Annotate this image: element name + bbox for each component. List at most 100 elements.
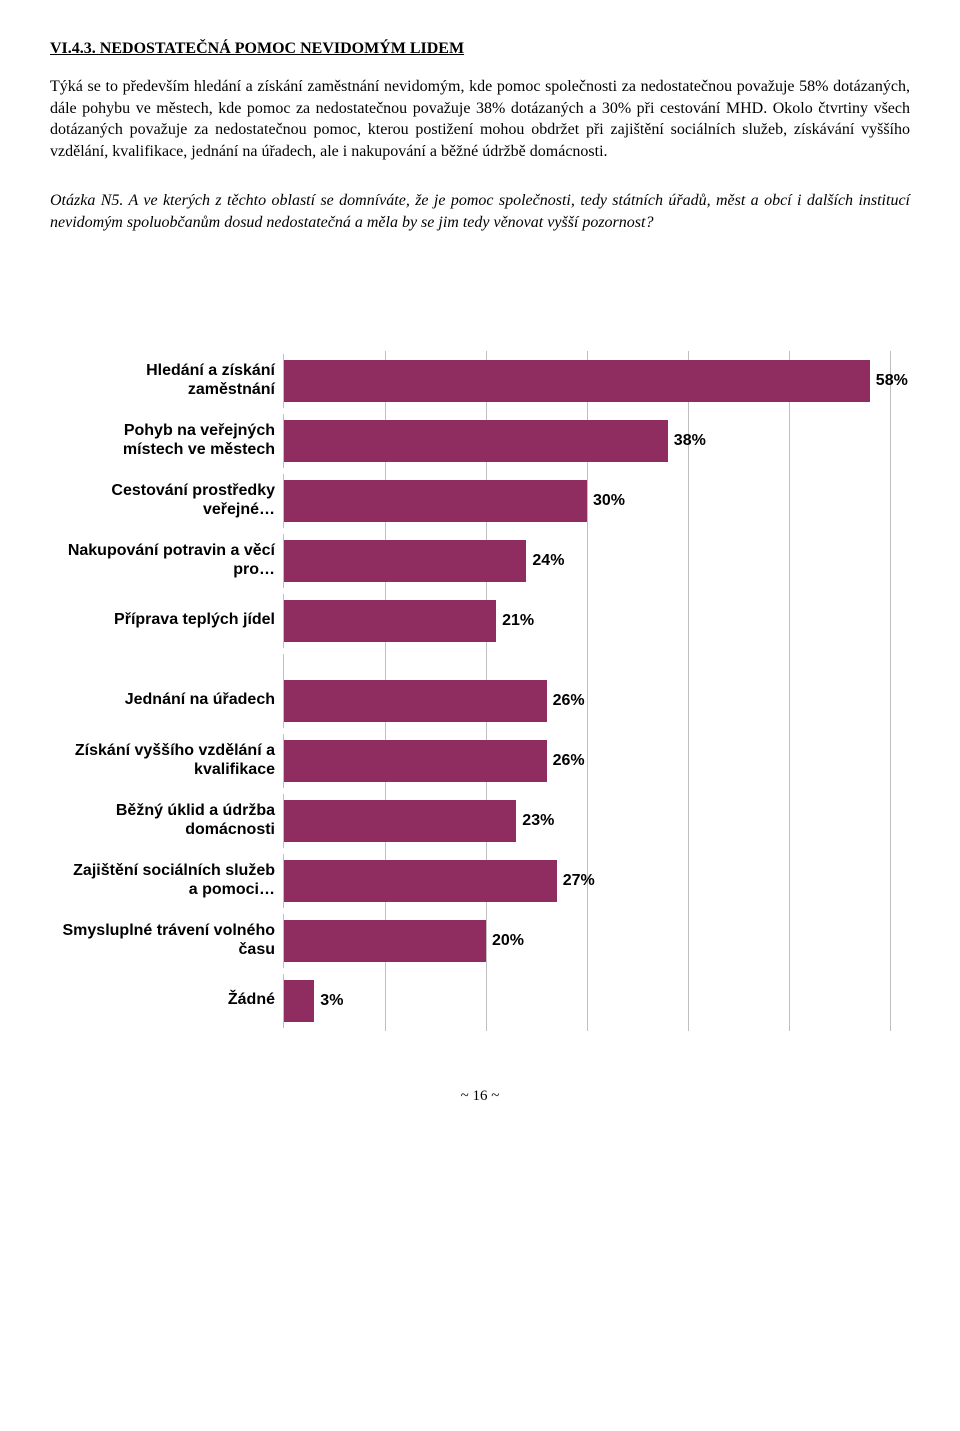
gridline [890, 851, 891, 911]
bar [284, 600, 496, 642]
bar-value: 3% [320, 992, 343, 1010]
gridline [789, 411, 790, 471]
gridline [890, 731, 891, 791]
body-paragraph: Týká se to především hledání a získání z… [50, 76, 910, 162]
bar [284, 980, 314, 1022]
question-paragraph: Otázka N5. A ve kterých z těchto oblastí… [50, 190, 910, 233]
bar-label: Jednání na úřadech [60, 691, 283, 709]
gridline [789, 791, 790, 851]
chart-row: Cestování prostředky veřejné… 30% [60, 474, 890, 528]
gridline [789, 971, 790, 1031]
gridline [587, 911, 588, 971]
plot-area: 21% [283, 594, 890, 648]
chart-row: Nakupování potravin a věcí pro… 24% [60, 534, 890, 588]
bar-label: Pohyb na veřejných místech ve městech [60, 422, 283, 459]
plot-area: 3% [283, 974, 890, 1028]
chart-row: Smysluplné trávení volného času 20% [60, 914, 890, 968]
bar-value: 21% [502, 612, 534, 630]
bar [284, 860, 557, 902]
gridline [890, 911, 891, 971]
bar-value: 23% [522, 812, 554, 830]
bar-label: Nakupování potravin a věcí pro… [60, 542, 283, 579]
gridline [789, 911, 790, 971]
gridline [789, 671, 790, 731]
gridline [587, 531, 588, 591]
section-title: VI.4.3. NEDOSTATEČNÁ POMOC NEVIDOMÝM LID… [50, 40, 910, 58]
bar-value: 30% [593, 492, 625, 510]
bar-chart: Hledání a získání zaměstnání58%Pohyb na … [60, 354, 890, 1028]
bar-label: Hledání a získání zaměstnání [60, 362, 283, 399]
gridline [688, 971, 689, 1031]
gridline [789, 731, 790, 791]
plot-area: 38% [283, 414, 890, 468]
bar [284, 680, 547, 722]
chart-row: Hledání a získání zaměstnání58% [60, 354, 890, 408]
gridline [688, 911, 689, 971]
plot-area: 23% [283, 794, 890, 848]
plot-area: 30% [283, 474, 890, 528]
bar-value: 27% [563, 872, 595, 890]
gridline [688, 531, 689, 591]
bar-value: 38% [674, 432, 706, 450]
bar-label: Smysluplné trávení volného času [60, 922, 283, 959]
chart-row: Příprava teplých jídel 21% [60, 594, 890, 648]
gridline [587, 471, 588, 531]
bar-label: Příprava teplých jídel [60, 611, 283, 629]
bar [284, 360, 870, 402]
gridline [587, 971, 588, 1031]
gridline [587, 791, 588, 851]
gridline [890, 671, 891, 731]
gridline [890, 411, 891, 471]
gridline [486, 971, 487, 1031]
page-number: ~ 16 ~ [50, 1088, 910, 1105]
gridline [688, 731, 689, 791]
gridline [385, 971, 386, 1031]
chart-row: Pohyb na veřejných místech ve městech 38% [60, 414, 890, 468]
bar [284, 420, 668, 462]
gridline [587, 671, 588, 731]
gridline [688, 591, 689, 651]
gridline [890, 971, 891, 1031]
bar-label: Žádné [60, 991, 283, 1009]
gridline [890, 591, 891, 651]
plot-area: 24% [283, 534, 890, 588]
bar-label: Získání vyššího vzdělání a kvalifikace [60, 742, 283, 779]
gridline [890, 791, 891, 851]
bar [284, 540, 526, 582]
bar-label: Zajištění sociálních služeb a pomoci… [60, 862, 283, 899]
gridline [688, 851, 689, 911]
bar [284, 800, 516, 842]
plot-area: 58% [283, 354, 890, 408]
gridline [688, 471, 689, 531]
bar-label: Cestování prostředky veřejné… [60, 482, 283, 519]
gridline [486, 911, 487, 971]
bar [284, 480, 587, 522]
gridline [789, 851, 790, 911]
gridline [587, 731, 588, 791]
gridline [890, 471, 891, 531]
bar-value: 26% [553, 692, 585, 710]
bar-value: 20% [492, 932, 524, 950]
chart-row: Běžný úklid a údržba domácnosti 23% [60, 794, 890, 848]
chart-row: Zajištění sociálních služeb a pomoci… 27% [60, 854, 890, 908]
gridline [789, 591, 790, 651]
bar-value: 58% [876, 372, 908, 390]
gridline [789, 531, 790, 591]
bar-label: Běžný úklid a údržba domácnosti [60, 802, 283, 839]
chart-row: Jednání na úřadech 26% [60, 674, 890, 728]
chart-row: Žádné 3% [60, 974, 890, 1028]
gridline [587, 591, 588, 651]
bar-value: 24% [532, 552, 564, 570]
gridline [789, 471, 790, 531]
gridline [688, 671, 689, 731]
chart-row: Získání vyššího vzdělání a kvalifikace 26… [60, 734, 890, 788]
bar-value: 26% [553, 752, 585, 770]
bar [284, 740, 547, 782]
plot-area: 27% [283, 854, 890, 908]
bar [284, 920, 486, 962]
gridline [688, 791, 689, 851]
plot-area: 26% [283, 674, 890, 728]
plot-area: 20% [283, 914, 890, 968]
plot-area: 26% [283, 734, 890, 788]
gridline [890, 531, 891, 591]
